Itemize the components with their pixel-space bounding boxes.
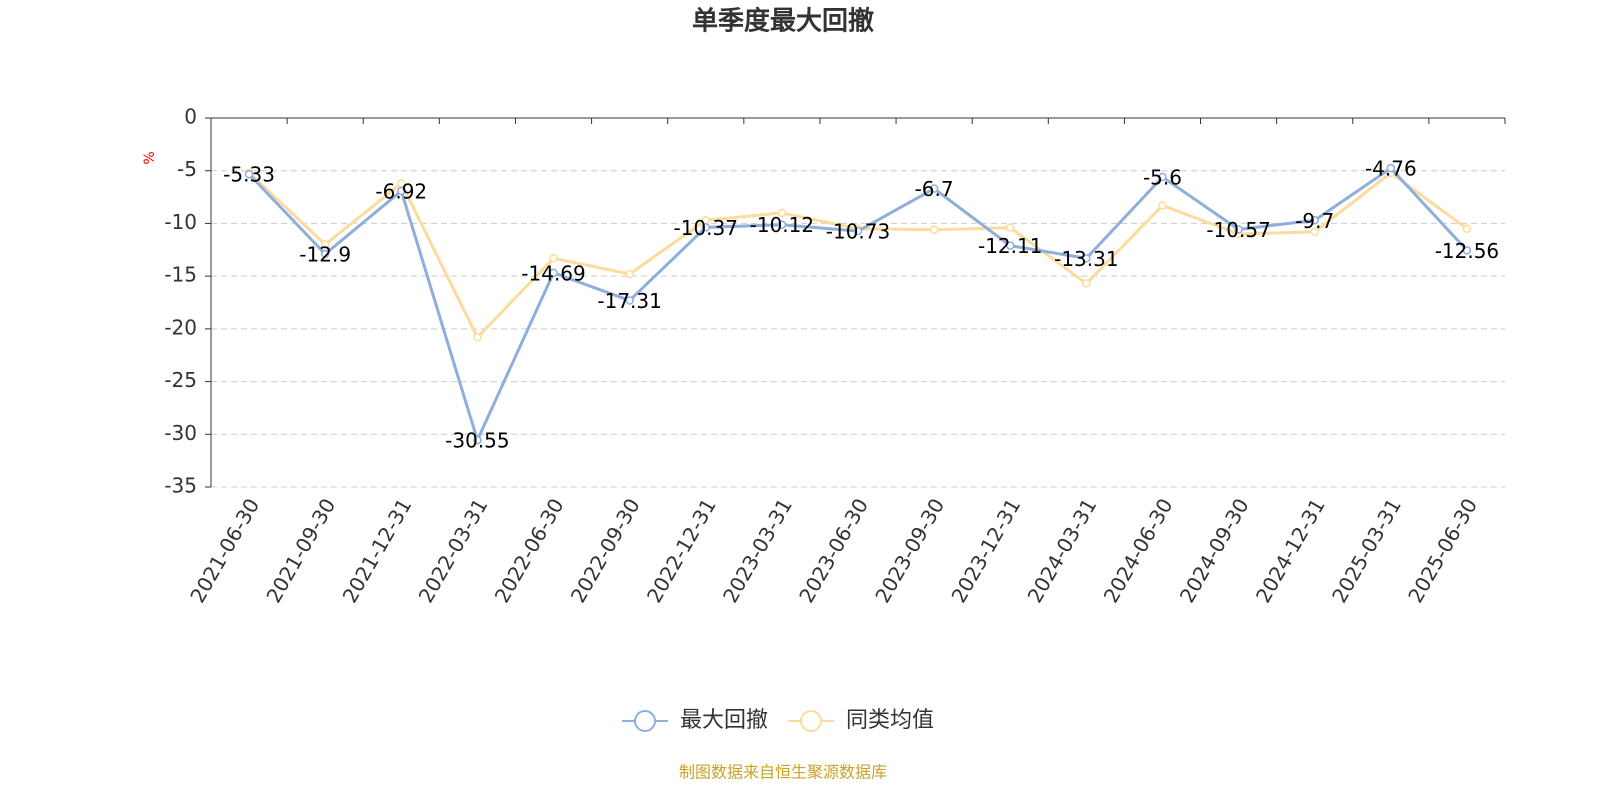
- x-tick-label: 2023-06-30: [794, 494, 873, 607]
- data-label: -12.9: [299, 243, 351, 267]
- x-tick-label: 2024-06-30: [1099, 494, 1178, 607]
- data-point: [777, 208, 787, 218]
- data-point: [397, 186, 406, 196]
- x-tick-label: 2023-03-31: [718, 494, 797, 607]
- data-label: -4.76: [1365, 157, 1417, 181]
- y-tick-label: -15: [164, 263, 197, 287]
- data-point: [473, 333, 482, 342]
- series-line: [248, 170, 1468, 340]
- data-point: [549, 253, 558, 263]
- x-tick-label: 2025-03-31: [1327, 494, 1406, 607]
- data-point: [549, 268, 558, 278]
- x-tick-label: 2022-06-30: [490, 494, 569, 607]
- y-tick-label: -20: [164, 315, 197, 339]
- data-label: -12.11: [978, 234, 1042, 258]
- legend-label: 同类均值: [846, 708, 934, 733]
- data-label: -12.56: [1435, 239, 1499, 263]
- x-tick-label: 2023-12-31: [946, 494, 1025, 607]
- x-tick-label: 2021-06-30: [185, 494, 264, 607]
- data-label: -10.12: [750, 213, 814, 237]
- data-point: [1310, 216, 1319, 225]
- y-tick-label: 0: [184, 105, 197, 129]
- y-tick-label: -5: [177, 157, 197, 181]
- y-tick-label: -35: [164, 474, 197, 498]
- data-point: [1462, 224, 1472, 233]
- data-point: [929, 184, 939, 193]
- data-point: [701, 223, 711, 232]
- data-label: -10.73: [826, 220, 890, 244]
- x-tick-label: 2024-03-31: [1023, 494, 1102, 607]
- data-point: [320, 249, 330, 259]
- data-label: -30.55: [445, 429, 509, 453]
- data-point: [1462, 246, 1472, 255]
- data-point: [473, 435, 482, 445]
- data-point: [929, 225, 939, 235]
- data-point: [1005, 223, 1015, 232]
- data-point: [625, 296, 634, 305]
- y-tick-label: -25: [164, 368, 197, 392]
- data-label: -10.37: [674, 216, 738, 240]
- data-point: [1234, 225, 1243, 234]
- source-note: 制图数据来自恒生聚源数据库: [679, 763, 887, 782]
- data-point: [1082, 279, 1091, 288]
- data-point: [777, 220, 787, 229]
- data-label: -5.6: [1143, 166, 1182, 190]
- chart-title: 单季度最大回撤: [692, 6, 874, 37]
- data-label: -9.7: [1295, 209, 1334, 233]
- y-tick-label: -30: [164, 421, 197, 445]
- legend-marker: [634, 710, 656, 732]
- legend-marker: [800, 710, 823, 732]
- data-label: -5.33: [223, 163, 275, 187]
- x-tick-label: 2022-12-31: [642, 494, 721, 607]
- x-tick-label: 2022-03-31: [414, 494, 493, 607]
- x-tick-label: 2024-12-31: [1251, 494, 1330, 607]
- y-tick-label: -10: [164, 210, 197, 234]
- x-tick-label: 2023-09-30: [870, 494, 949, 607]
- x-tick-label: 2025-06-30: [1403, 494, 1482, 607]
- data-point: [320, 240, 330, 249]
- y-axis-label: %: [142, 151, 158, 164]
- legend-label: 最大回撤: [680, 708, 768, 733]
- x-tick-label: 2021-12-31: [337, 494, 416, 607]
- data-point: [1158, 201, 1167, 210]
- data-point: [1386, 163, 1396, 173]
- data-label: -6.92: [375, 179, 427, 203]
- x-tick-label: 2022-09-30: [566, 494, 645, 607]
- data-point: [625, 269, 634, 279]
- data-label: -6.7: [915, 177, 954, 201]
- data-label: -13.31: [1054, 247, 1118, 271]
- data-point: [1310, 227, 1319, 237]
- data-point: [244, 169, 254, 179]
- data-label: -17.31: [597, 289, 661, 313]
- x-tick-label: 2024-09-30: [1175, 494, 1254, 607]
- data-point: [853, 226, 863, 236]
- data-point: [1158, 172, 1167, 182]
- x-tick-label: 2021-09-30: [261, 494, 340, 607]
- data-label: -14.69: [521, 261, 585, 285]
- series-line: [247, 166, 1469, 445]
- data-point: [1005, 241, 1015, 250]
- data-label: -10.57: [1206, 218, 1270, 242]
- data-point: [1082, 254, 1091, 263]
- legend: 最大回撤 同类均值: [622, 708, 934, 733]
